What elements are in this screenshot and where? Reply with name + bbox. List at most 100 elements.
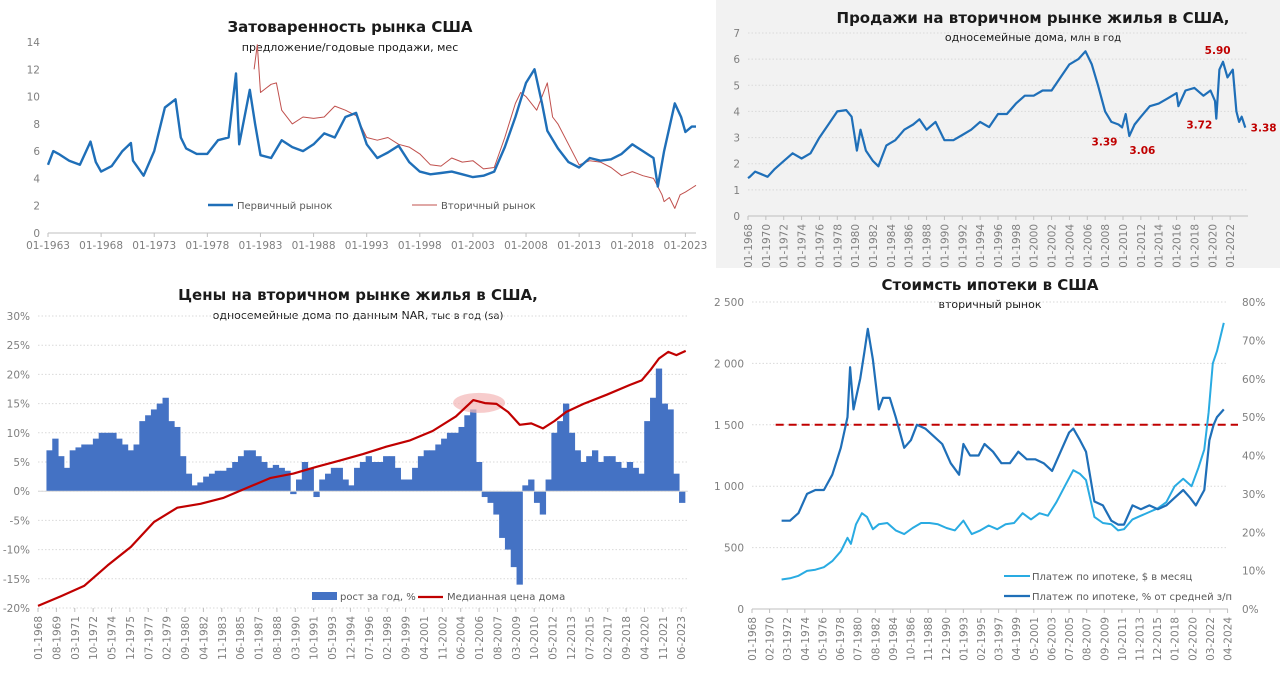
growth-bar (145, 415, 152, 492)
growth-bar (609, 456, 616, 492)
growth-bar (197, 482, 204, 492)
growth-bar (243, 450, 251, 492)
growth-bar (139, 421, 146, 492)
x-tick-label: 06-1985 (235, 616, 247, 660)
x-tick-label: 03-2022 (1205, 617, 1217, 661)
growth-bar (597, 462, 605, 492)
y-tick-label: 5 (733, 80, 740, 92)
growth-bar (354, 467, 361, 492)
growth-bar (545, 479, 552, 492)
x-tick-label: 01-2022 (1225, 224, 1237, 268)
growth-bar (464, 415, 471, 492)
growth-bar (87, 444, 94, 492)
growth-bar (313, 491, 320, 498)
x-tick-label: 08-2007 (492, 616, 504, 660)
x-tick-label: 04-2024 (1223, 617, 1235, 661)
growth-bar (249, 450, 256, 492)
x-tick-label: 10-2011 (1117, 617, 1129, 661)
x-tick-label: 02-2017 (603, 616, 615, 660)
growth-bar (46, 450, 53, 492)
subtitle-rest: , тыс в год (sa) (425, 311, 504, 322)
x-tick-label: 01-1987 (254, 616, 266, 660)
x-tick-label: 01-1988 (922, 224, 934, 268)
growth-bar (359, 462, 367, 492)
x-tick-label: 01-1968 (743, 224, 755, 268)
y2-tick-label: 30% (1242, 489, 1265, 501)
x-tick-label: 09-2009 (1099, 617, 1111, 661)
x-tick-label: 12-1994 (345, 616, 357, 660)
x-tick-label: 10-2010 (529, 616, 541, 660)
growth-bar (679, 491, 686, 503)
existing-sales-chart: Продажи на вторичном рынке жилья в США, … (733, 9, 1276, 268)
existing-sales-chart-panel: Продажи на вторичном рынке жилья в США, … (716, 0, 1280, 268)
chart-title: Цены на вторичном рынке жилья в США, (178, 286, 538, 304)
y-tick-label: 25% (7, 340, 30, 352)
x-tick-label: 04-1974 (800, 617, 812, 661)
growth-bar (557, 421, 564, 492)
growth-bar (383, 456, 390, 492)
series-line-primary-market (46, 68, 696, 188)
x-tick-label: 01-1968 (747, 617, 759, 661)
y-tick-label: 2 (733, 159, 740, 171)
growth-bar (208, 473, 216, 492)
x-tick-label: 01-2008 (504, 240, 548, 252)
x-tick-label: 01-1973 (132, 240, 176, 252)
x-tick-label: 03-1972 (782, 617, 794, 661)
x-tick-label: 04-2001 (419, 616, 431, 660)
legend-label-primary: Первичный рынок (237, 201, 332, 212)
y-tick-label: 5% (13, 457, 30, 469)
growth-bar (92, 438, 100, 492)
x-tick-label: 11-2021 (658, 616, 670, 660)
x-tick-label: 01-2018 (1189, 224, 1201, 268)
x-tick-label: 09-2018 (621, 616, 633, 660)
data-label: 3.06 (1129, 145, 1155, 157)
x-tick-label: 01-2012 (1136, 224, 1148, 268)
growth-bar (365, 456, 372, 492)
peak-highlight (453, 392, 506, 413)
growth-bar (655, 368, 663, 492)
x-tick-label: 11-1983 (217, 616, 229, 660)
y-tick-label: 500 (724, 543, 744, 555)
growth-bar (574, 450, 581, 492)
growth-bar (539, 491, 547, 515)
growth-bar (412, 467, 419, 492)
x-tick-label: 12-1990 (941, 617, 953, 661)
growth-bar (307, 467, 314, 492)
y-tick-label: 15% (7, 399, 30, 411)
growth-bar (528, 479, 535, 492)
y-tick-label: 4 (33, 173, 40, 185)
growth-bar (179, 456, 187, 492)
growth-bar (156, 403, 164, 492)
growth-bar (644, 421, 651, 492)
growth-bar (261, 462, 268, 492)
x-tick-label: 01-1996 (993, 224, 1005, 268)
y-tick-label: 30% (7, 311, 30, 323)
x-tick-label: 01-1983 (239, 240, 283, 252)
y-tick-label: 3 (733, 133, 740, 145)
y-tick-label: 10 (27, 92, 40, 104)
x-tick-label: 04-1982 (198, 616, 210, 660)
x-tick-label: 01-2018 (610, 240, 654, 252)
growth-bar (470, 409, 477, 492)
x-tick-label: 01-1990 (939, 224, 951, 268)
growth-bar (226, 467, 233, 492)
growth-bar (377, 462, 384, 492)
x-tick-label: 01-1968 (79, 240, 123, 252)
growth-bar (429, 450, 436, 492)
x-tick-label: 01-1963 (26, 240, 70, 252)
legend-label-pct: Платеж по ипотеке, % от средней з/п (1032, 592, 1232, 603)
growth-bar (458, 426, 465, 492)
x-tick-label: 08-1982 (870, 617, 882, 661)
y-tick-label: 6 (33, 146, 40, 158)
x-tick-label: 01-1978 (832, 224, 844, 268)
growth-bar (388, 456, 396, 492)
x-tick-label: 02-1970 (765, 617, 777, 661)
x-tick-label: 01-2008 (1100, 224, 1112, 268)
x-tick-label: 10-1986 (906, 617, 918, 661)
growth-bar (98, 432, 105, 492)
x-tick-label: 07-2005 (1064, 617, 1076, 661)
growth-bar (632, 467, 639, 492)
x-tick-label: 01-1982 (868, 224, 880, 268)
prices-chart: Цены на вторичном рынке жилья в США, одн… (3, 286, 716, 660)
x-tick-label: 01-1994 (975, 224, 987, 268)
